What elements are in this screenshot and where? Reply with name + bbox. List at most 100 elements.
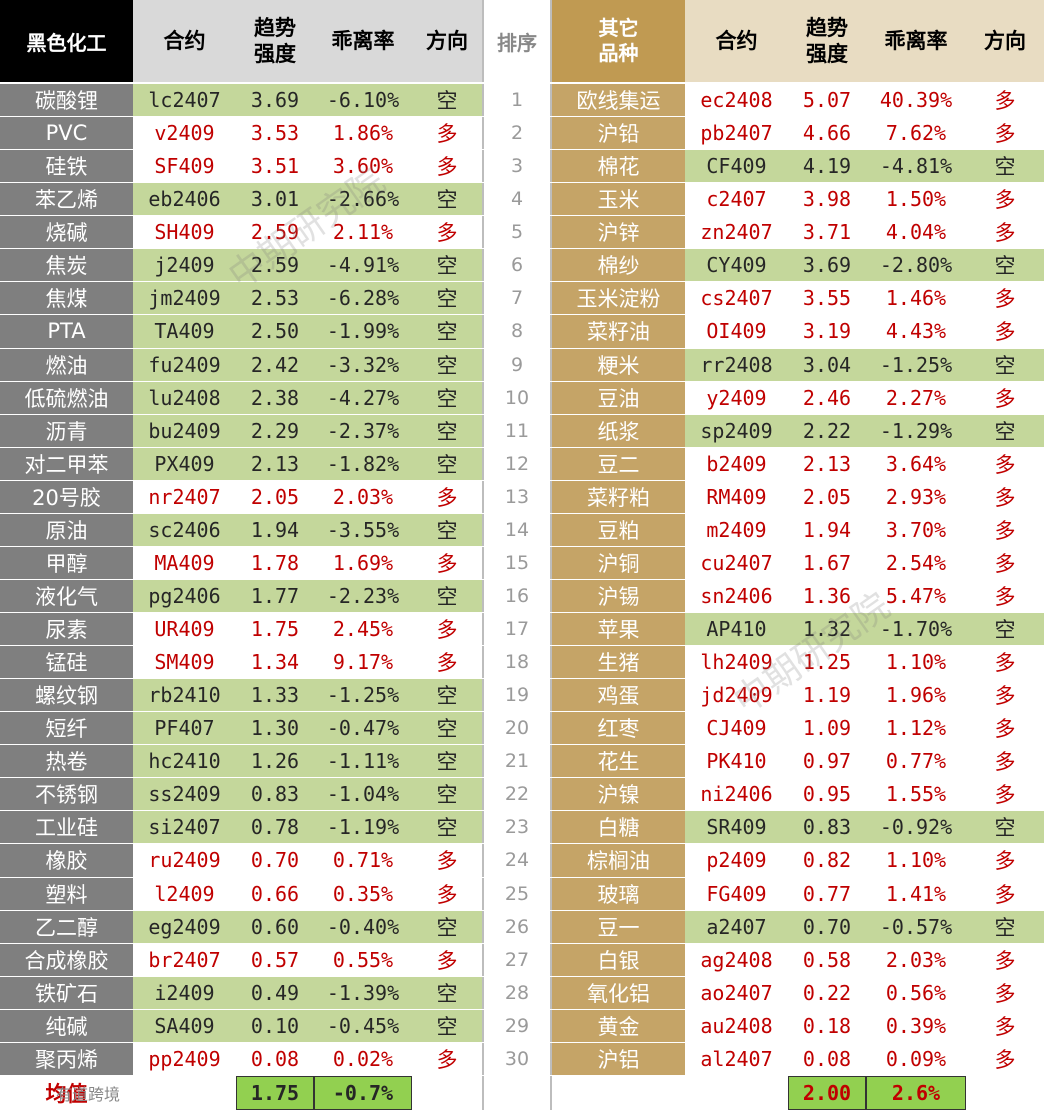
left-contract: br2407 [148,947,221,972]
left-commodity-name: 焦煤 [0,282,133,315]
left-contract: SF409 [154,154,215,179]
right-trend-strength: 4.66 [802,121,852,146]
right-contract: PK410 [706,749,767,774]
left-commodity-name: 烧碱 [0,216,133,249]
left-direction: 多 [436,651,458,676]
left-direction: 空 [412,679,482,712]
right-contract: ag2408 [700,947,773,972]
right-deviation: -1.29% [866,414,966,447]
right-commodity-name: 沪锌 [552,216,685,249]
left-contract: j2409 [133,249,236,282]
left-deviation: -1.99% [314,315,412,348]
rank-number: 30 [482,1042,552,1075]
rank-number: 18 [482,646,552,679]
left-deviation: 2.03% [332,484,394,509]
left-direction: 空 [412,282,482,315]
left-direction: 空 [412,745,482,778]
right-deviation: 1.41% [885,881,947,906]
rank-number: 4 [482,183,552,216]
right-trend-strength: 0.95 [802,782,852,807]
table-row: 硅铁 SF409 3.51 3.60% 多 3 棉花 CF409 4.19 -4.81% 空 [0,150,1044,184]
right-contract: m2409 [706,517,767,542]
header-deviation-left: 乖离率 [314,0,412,82]
right-direction: 多 [994,849,1016,874]
right-contract: CY409 [685,249,788,282]
right-trend-strength: 1.25 [802,650,852,675]
left-contract: pp2409 [148,1046,221,1071]
right-commodity-name: 棉花 [552,150,685,183]
left-contract: PF407 [133,712,236,745]
left-commodity-name: PTA [0,315,133,348]
footer-spacer [133,1076,236,1110]
right-deviation: 4.04% [885,220,947,245]
left-trend-strength: 2.13 [236,447,314,480]
left-contract: ru2409 [148,848,221,873]
left-direction: 空 [412,579,482,612]
left-contract: lu2408 [133,381,236,414]
rank-number: 21 [482,745,552,778]
right-trend-strength: 0.77 [802,881,852,906]
right-trend-strength: 0.83 [788,811,866,844]
right-trend-strength: 3.04 [788,348,866,381]
left-trend-strength: 2.59 [250,220,300,245]
table-row: 20号胶 nr2407 2.05 2.03% 多 13 菜籽粕 RM409 2.05 2.93% 多 [0,480,1044,514]
table-row: 碳酸锂 lc2407 3.69 -6.10% 空 1 欧线集运 ec2408 5.07 40.39… [0,84,1044,118]
right-contract: cs2407 [700,286,773,311]
left-contract: rb2410 [133,679,236,712]
left-contract: SH409 [154,220,215,245]
left-direction: 多 [436,122,458,147]
rank-number: 1 [482,84,552,117]
right-direction: 多 [994,948,1016,973]
left-commodity-name: 燃油 [0,348,133,381]
left-deviation: -4.91% [314,249,412,282]
left-deviation: -1.19% [314,811,412,844]
table-row: 短纤 PF407 1.30 -0.47% 空 20 红枣 CJ409 1.09 1.12% 多 [0,712,1044,746]
right-contract: rr2408 [685,348,788,381]
left-direction: 空 [412,447,482,480]
right-direction: 空 [966,249,1044,282]
right-deviation: 1.46% [885,286,947,311]
right-commodity-name: 生猪 [552,646,685,679]
header-trend-right-label: 趋势 强度 [806,15,848,66]
right-trend-strength: 0.97 [802,749,852,774]
left-direction: 空 [412,249,482,282]
right-deviation: -4.81% [866,150,966,183]
right-trend-strength: 0.70 [788,910,866,943]
left-direction: 多 [436,948,458,973]
left-commodity-name: 焦炭 [0,249,133,282]
left-trend-strength: 2.38 [236,381,314,414]
right-commodity-name: 菜籽油 [552,315,685,348]
right-deviation: -1.70% [866,613,966,646]
left-contract: SA409 [133,1009,236,1042]
right-contract: RM409 [706,484,767,509]
right-deviation: -0.57% [866,910,966,943]
right-trend-strength: 1.09 [802,716,852,741]
left-direction: 多 [436,1047,458,1072]
right-trend-strength: 2.46 [802,385,852,410]
right-trend-strength: 3.69 [788,249,866,282]
right-direction: 多 [994,122,1016,147]
left-contract: nr2407 [148,484,221,509]
left-trend-strength: 0.60 [236,910,314,943]
rank-number: 7 [482,282,552,315]
header-contract-left: 合约 [133,0,236,82]
right-direction: 多 [994,584,1016,609]
left-contract: MA409 [154,550,215,575]
average-label: 均值 [45,1081,88,1106]
left-trend-strength: 1.33 [236,679,314,712]
left-commodity-name: 乙二醇 [0,910,133,943]
rank-number: 14 [482,513,552,546]
rank-number: 13 [482,480,552,513]
right-commodity-name: 玉米 [552,183,685,216]
left-direction: 多 [436,551,458,576]
left-deviation: -2.66% [314,183,412,216]
right-direction: 多 [994,287,1016,312]
rank-number: 25 [482,877,552,910]
left-trend-average: 1.75 [236,1075,314,1110]
header-contract-right: 合约 [685,0,788,82]
right-commodity-name: 欧线集运 [552,84,685,117]
left-direction: 空 [412,381,482,414]
left-contract: si2407 [133,811,236,844]
right-commodity-name: 豆粕 [552,513,685,546]
